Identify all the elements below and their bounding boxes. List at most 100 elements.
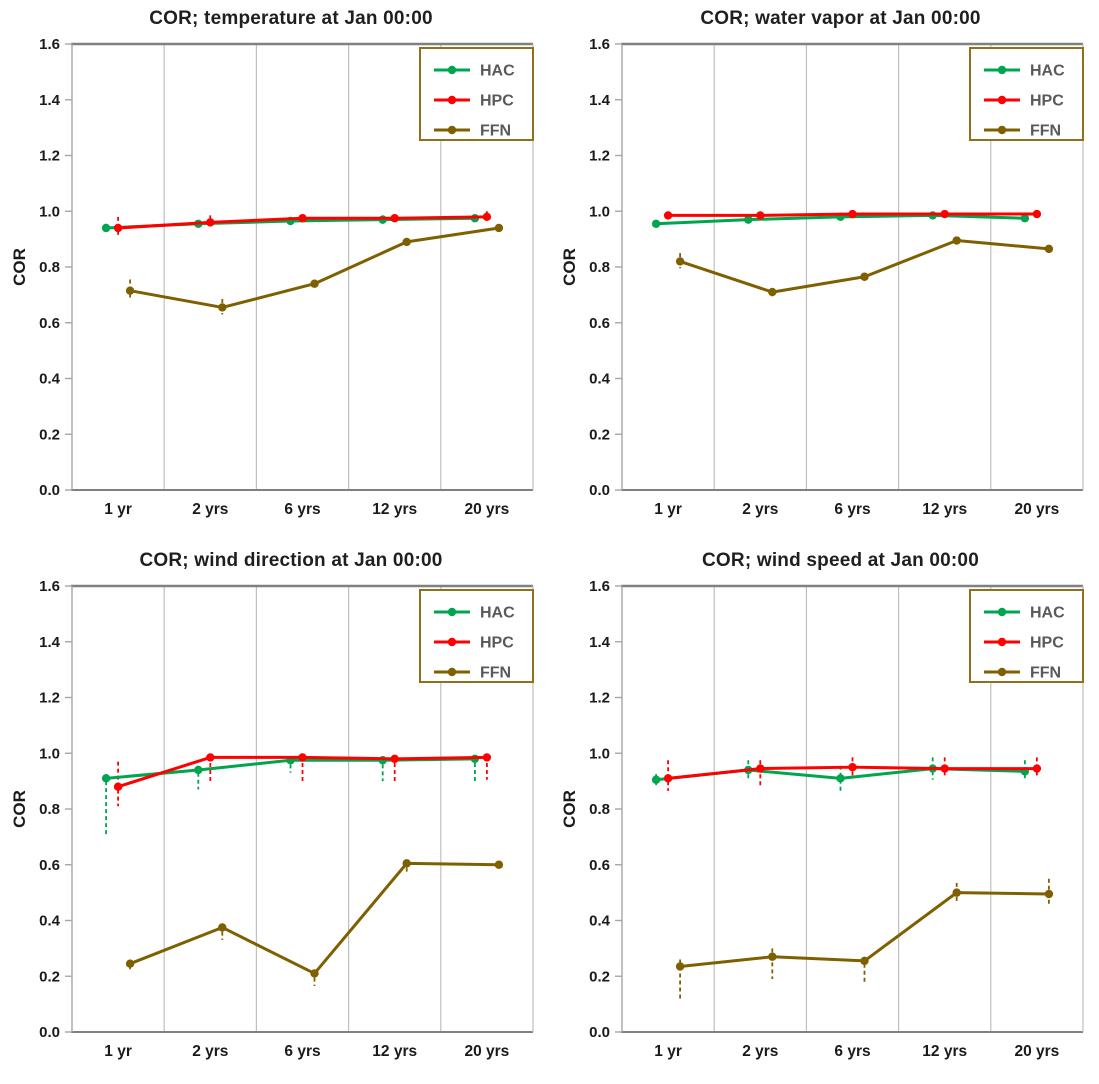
- x-tick-label: 6 yrs: [284, 501, 320, 518]
- ffn-point: [860, 956, 869, 966]
- y-tick-label: 1.0: [589, 203, 610, 220]
- legend-box: [419, 47, 534, 141]
- legend-label-hpc: HPC: [1030, 93, 1064, 110]
- x-tick-label: 1 yr: [654, 501, 682, 518]
- x-tick-label: 20 yrs: [1014, 501, 1059, 518]
- hpc-point: [756, 764, 765, 773]
- legend-box: [419, 589, 534, 683]
- ffn-point: [675, 962, 685, 971]
- hpc-point: [298, 753, 307, 762]
- y-tick-label: 0.4: [39, 913, 61, 930]
- y-tick-label: 1.4: [589, 634, 611, 651]
- x-tick-label: 12 yrs: [922, 501, 967, 518]
- ffn-line: [128, 861, 501, 975]
- legend-marker-hpc: [447, 637, 457, 647]
- ffn-line: [678, 891, 1051, 968]
- y-tick-label: 1.4: [39, 92, 61, 109]
- hpc-point: [940, 209, 949, 219]
- chart-title-water-vapor: COR; water vapor at Jan 00:00: [700, 8, 981, 29]
- legend-label-hpc: HPC: [1030, 635, 1064, 652]
- chart-title-wind-speed: COR; wind speed at Jan 00:00: [702, 550, 979, 571]
- hac-point: [1020, 214, 1030, 223]
- x-tick-label: 20 yrs: [1014, 1043, 1059, 1060]
- y-tick-label: 0.8: [589, 801, 610, 818]
- x-tick-label: 2 yrs: [192, 1043, 228, 1060]
- y-tick-label: 0.0: [39, 1024, 60, 1041]
- legend-marker-hac: [997, 607, 1007, 617]
- legend-label-hac: HAC: [1030, 605, 1065, 622]
- x-tick-label: 1 yr: [104, 1043, 132, 1060]
- x-tick-label: 20 yrs: [464, 1043, 509, 1060]
- y-tick-label: 0.2: [39, 968, 60, 985]
- y-tick-label: 1.0: [39, 203, 60, 220]
- y-tick-label: 0.6: [39, 857, 60, 874]
- ffn-point: [860, 272, 869, 281]
- hpc-point: [390, 214, 399, 223]
- y-tick-label: 0.0: [589, 1024, 610, 1041]
- x-tick-label: 12 yrs: [372, 1043, 417, 1060]
- y-tick-label: 1.4: [589, 92, 611, 109]
- water-vapor-chart-canvas: 0.0 0.2 0.4 0.6 0.8 1.0 1.2 1.4 1.6 1 yr 2 yrs 6 yr…: [589, 36, 1084, 518]
- legend-marker-ffn: [997, 125, 1007, 135]
- hpc-point: [1032, 209, 1042, 219]
- y-tick-label: 1.6: [39, 36, 60, 53]
- hac-point: [836, 774, 845, 783]
- hpc-point: [298, 214, 307, 223]
- legend-marker-hpc: [997, 95, 1007, 105]
- chart-panel-wind-direction: COR; wind direction at Jan 00:00 COR 0.0…: [0, 542, 550, 1084]
- y-tick-label: 0.4: [589, 913, 611, 930]
- hpc-point: [1032, 764, 1042, 773]
- y-tick-label: 0.2: [589, 426, 610, 443]
- ffn-point: [125, 286, 135, 295]
- legend-marker-hac: [447, 607, 457, 617]
- ffn-line: [678, 239, 1051, 294]
- hpc-point: [848, 209, 857, 219]
- x-tick-label: 6 yrs: [284, 1043, 320, 1060]
- legend-label-hac: HAC: [480, 63, 515, 80]
- legend-label-hpc: HPC: [480, 93, 514, 110]
- ffn-point: [310, 969, 319, 978]
- x-tick-label: 2 yrs: [742, 1043, 778, 1060]
- hac-point: [651, 219, 661, 228]
- hpc-point: [390, 754, 399, 764]
- ffn-point: [125, 959, 135, 968]
- legend-marker-hpc: [997, 637, 1007, 647]
- hac-point: [651, 775, 661, 784]
- hac-point: [744, 215, 753, 224]
- ffn-point: [218, 303, 227, 312]
- y-tick-label: 0.2: [589, 968, 610, 985]
- ffn-point: [494, 223, 504, 233]
- legend-label-hac: HAC: [1030, 63, 1065, 80]
- y-tick-label: 1.6: [39, 578, 60, 595]
- y-tick-label: 0.2: [39, 426, 60, 443]
- hpc-point: [848, 762, 857, 772]
- x-tick-label: 6 yrs: [834, 501, 870, 518]
- ffn-point: [1044, 244, 1054, 254]
- legend-marker-hac: [997, 65, 1007, 75]
- legend-label-hpc: HPC: [480, 635, 514, 652]
- legend-label-ffn: FFN: [480, 665, 511, 682]
- legend-label-ffn: FFN: [480, 123, 511, 140]
- y-tick-label: 1.2: [589, 148, 610, 165]
- hpc-point: [756, 211, 765, 220]
- hpc-point: [482, 753, 492, 762]
- x-tick-label: 6 yrs: [834, 1043, 870, 1060]
- hpc-point: [482, 212, 492, 222]
- hpc-point: [940, 764, 949, 773]
- legend-marker-ffn: [997, 667, 1007, 677]
- ffn-point: [402, 859, 411, 868]
- ffn-point: [768, 287, 777, 297]
- y-tick-label: 1.2: [589, 690, 610, 707]
- wind-speed-chart-canvas: 0.0 0.2 0.4 0.6 0.8 1.0 1.2 1.4 1.6 1 yr 2 yrs 6 yr…: [589, 578, 1084, 1060]
- temperature-chart-canvas: 0.0 0.2 0.4 0.6 0.8 1.0 1.2 1.4 1.6 1 yr 2 yrs 6 yr…: [39, 36, 534, 518]
- y-tick-label: 1.4: [39, 634, 61, 651]
- ffn-point: [402, 237, 411, 247]
- legend-marker-hac: [447, 65, 457, 75]
- legend-marker-ffn: [447, 125, 457, 135]
- legend-label-hac: HAC: [480, 605, 515, 622]
- legend-box: [969, 47, 1084, 141]
- legend-label-ffn: FFN: [1030, 665, 1061, 682]
- ffn-point: [675, 257, 685, 266]
- hpc-point: [113, 782, 123, 791]
- y-tick-label: 0.6: [39, 315, 60, 332]
